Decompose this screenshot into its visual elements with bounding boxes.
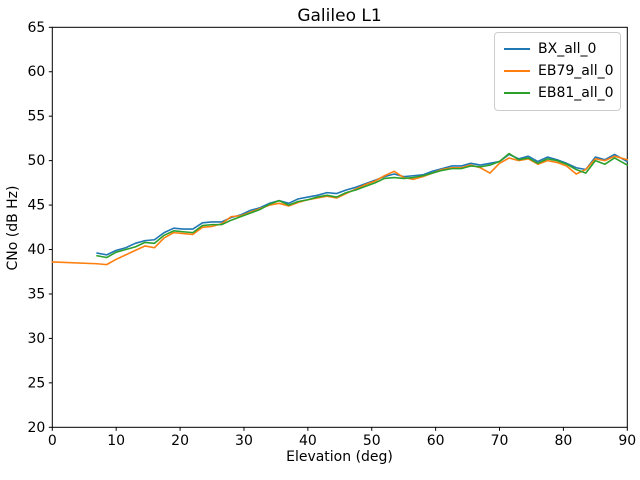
x-tick-label: 70: [491, 433, 509, 449]
x-tick-label: 10: [107, 433, 125, 449]
legend: BX_all_0 EB79_all_0 EB81_all_0: [494, 32, 621, 111]
series-line-EB81_all_0: [96, 152, 629, 259]
legend-item-bx-all-0: BX_all_0: [504, 38, 611, 60]
x-tick-label: 80: [554, 433, 572, 449]
chart-title: Galileo L1: [297, 6, 382, 26]
x-tick-label: 20: [171, 433, 189, 449]
axes-spines: [51, 26, 628, 428]
y-tick-label: 60: [27, 64, 45, 80]
y-tick-label: 40: [27, 242, 45, 258]
x-axis-label: Elevation (deg): [286, 449, 393, 465]
legend-item-eb79-all-0: EB79_all_0: [504, 60, 614, 82]
y-tick-label: 30: [27, 331, 45, 347]
legend-label: EB79_all_0: [538, 63, 614, 79]
y-tick-label: 35: [27, 286, 45, 302]
x-tick-label: 60: [427, 433, 445, 449]
legend-item-eb81-all-0: EB81_all_0: [504, 82, 614, 104]
x-tick-label: 30: [235, 433, 253, 449]
series-line-BX_all_0: [96, 153, 629, 256]
y-axis-label: CNo (dB Hz): [5, 185, 21, 271]
x-tick-label: 50: [363, 433, 381, 449]
legend-label: BX_all_0: [538, 41, 597, 57]
y-tick-label: 50: [27, 153, 45, 169]
y-tick-label: 20: [27, 420, 45, 436]
x-tick-label: 0: [48, 433, 57, 449]
legend-label: EB81_all_0: [538, 85, 614, 101]
y-tick-label: 25: [27, 375, 45, 391]
x-tick-label: 90: [618, 433, 636, 449]
legend-line-swatch-orange: [504, 70, 530, 72]
y-tick-label: 45: [27, 198, 45, 214]
legend-line-swatch-green: [504, 92, 530, 94]
y-tick-label: 55: [27, 109, 45, 125]
x-tick-label: 40: [299, 433, 317, 449]
y-tick-label: 65: [27, 20, 45, 36]
legend-line-swatch-blue: [504, 48, 530, 50]
series-line-EB79_all_0: [51, 155, 629, 266]
